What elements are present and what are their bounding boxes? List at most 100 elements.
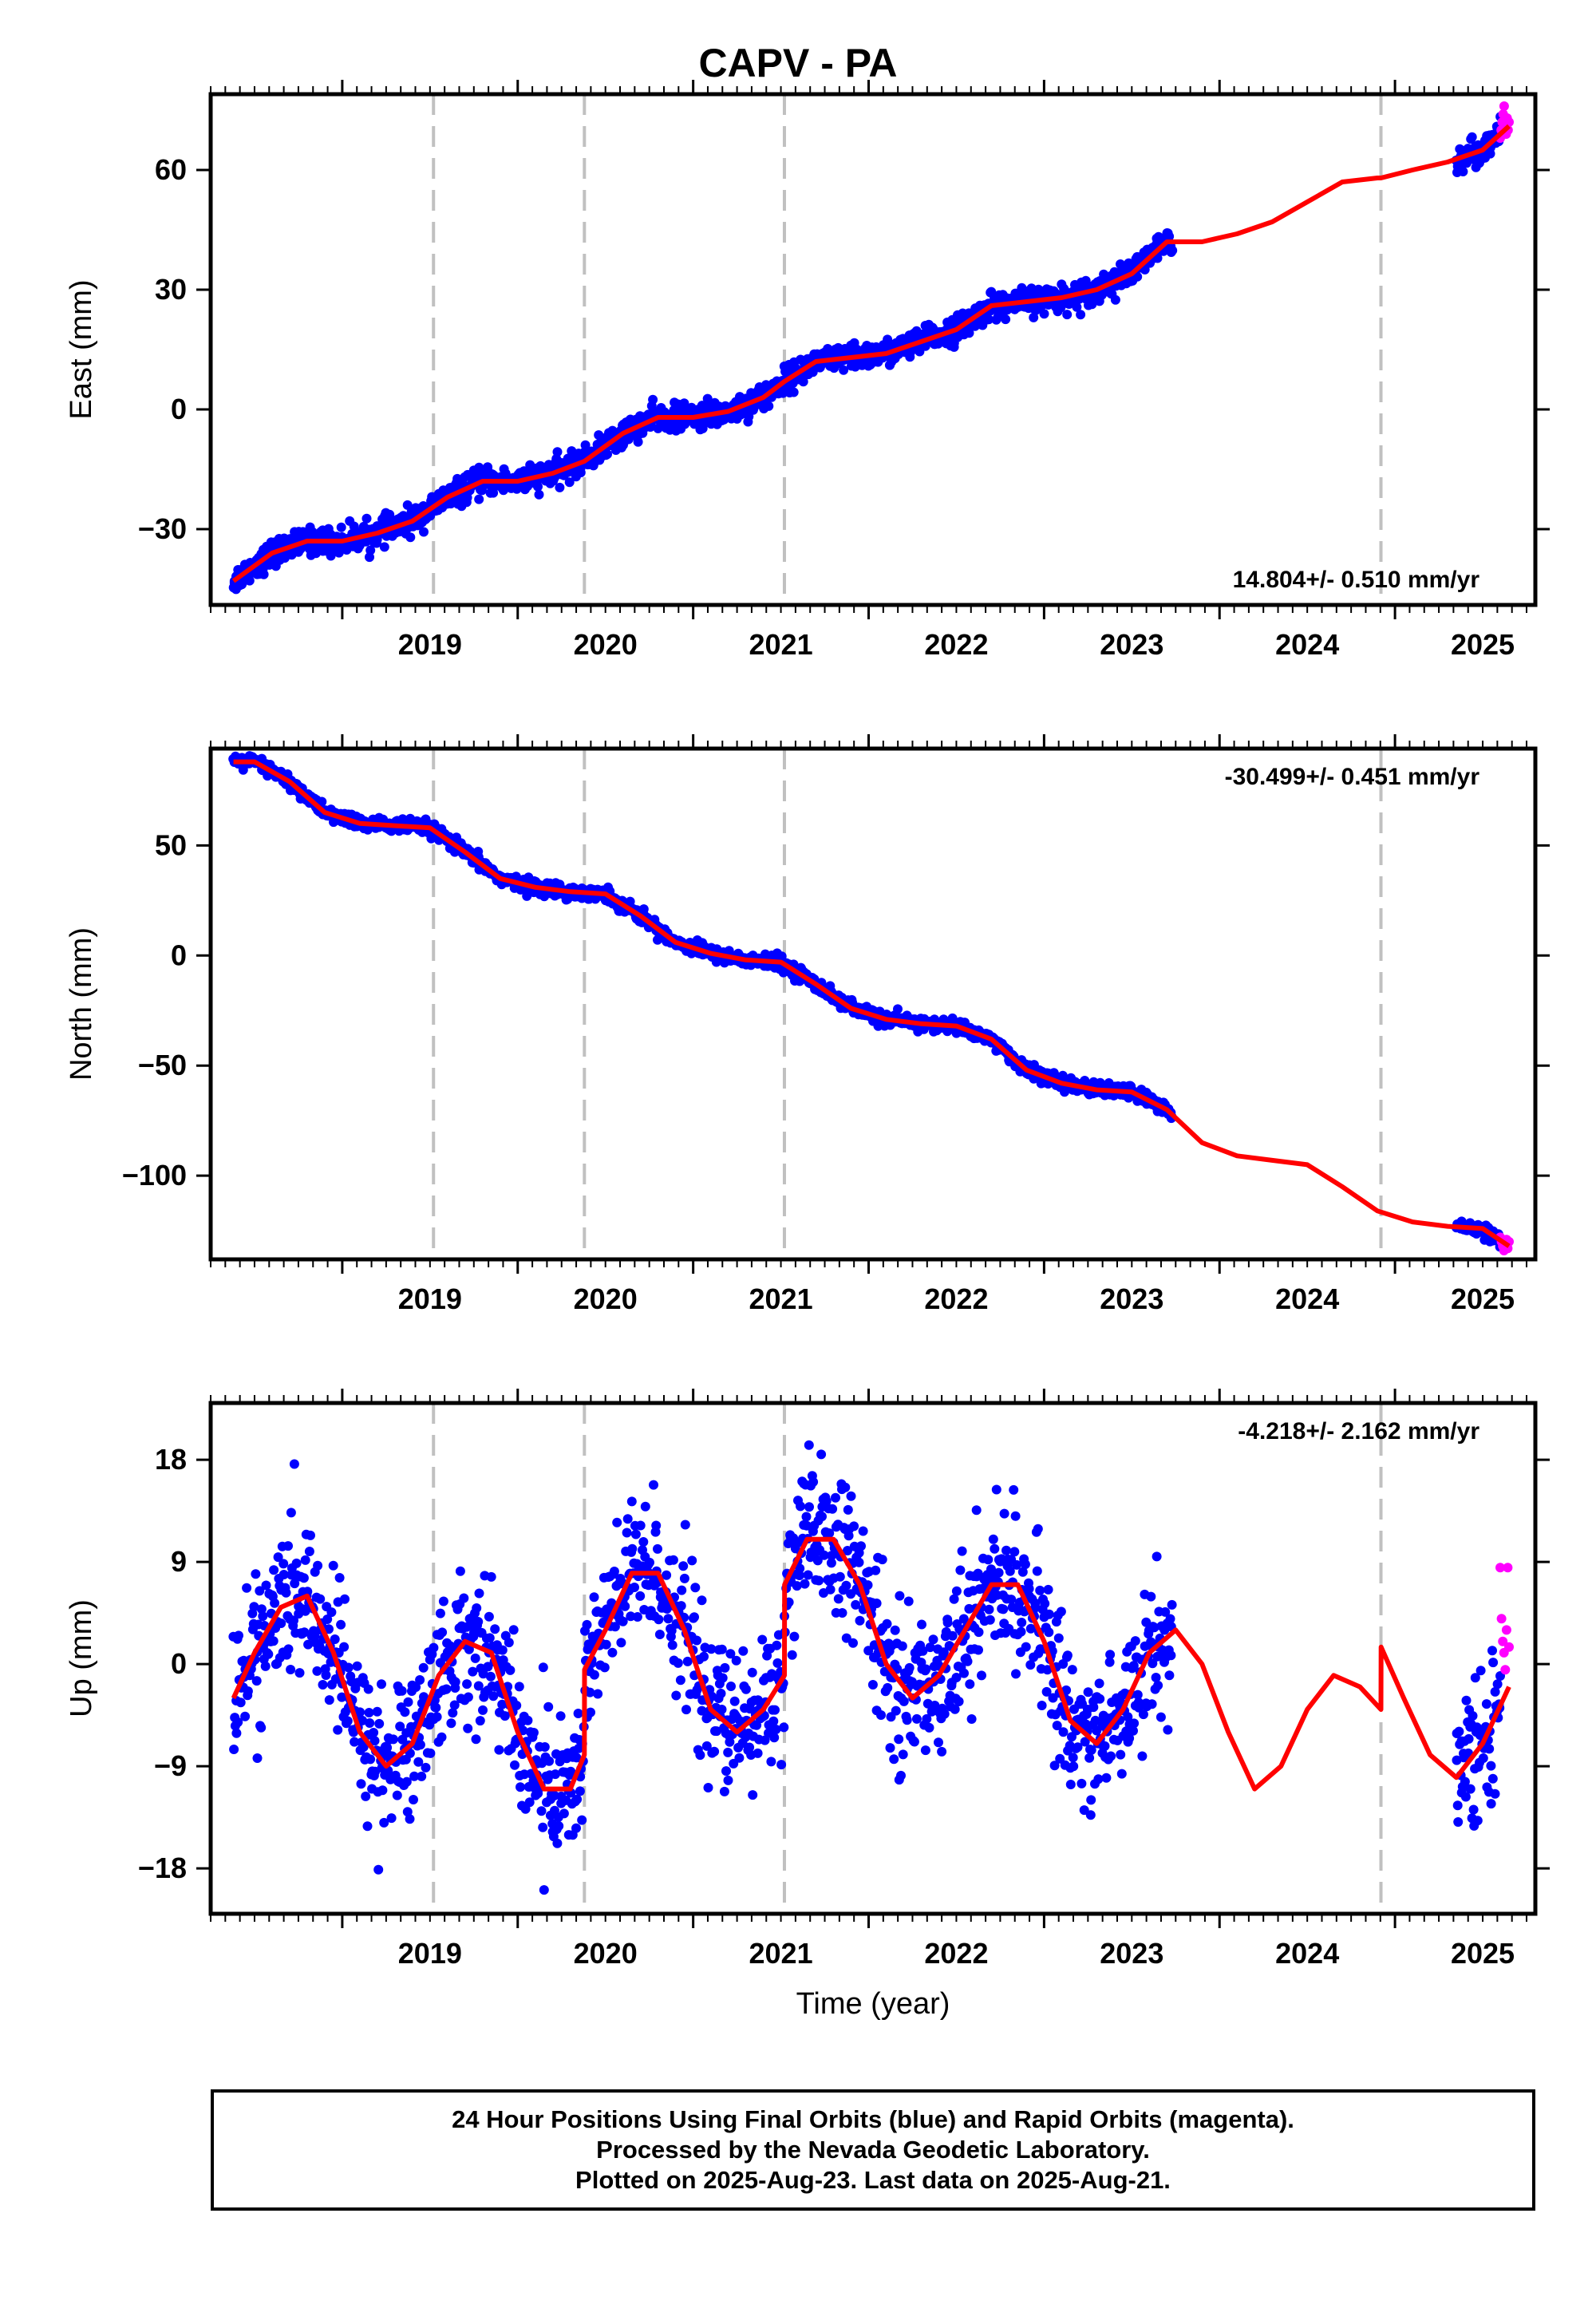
final-orbit-point <box>1001 314 1011 325</box>
final-orbit-point <box>1062 310 1073 320</box>
final-orbit-point <box>1035 1585 1045 1595</box>
final-orbit-point <box>318 1680 328 1690</box>
final-orbit-point <box>539 1885 549 1895</box>
model-fit-line <box>231 124 1511 583</box>
final-orbit-point <box>841 1580 851 1591</box>
final-orbit-point <box>431 1702 441 1713</box>
final-orbit-point <box>909 1737 919 1747</box>
final-orbit-point <box>472 1603 482 1613</box>
final-orbit-point <box>957 1546 967 1556</box>
final-orbit-point <box>400 1707 410 1717</box>
final-orbit-point <box>893 1004 903 1014</box>
final-orbit-point <box>994 1567 1004 1578</box>
x-tick-label: 2024 <box>1275 1282 1339 1315</box>
final-orbit-point <box>792 1581 802 1591</box>
final-orbit-point <box>673 1658 683 1668</box>
final-orbit-point <box>276 1618 286 1628</box>
final-orbit-point <box>463 1692 473 1702</box>
final-orbit-point <box>363 1684 373 1694</box>
final-orbit-point <box>270 1598 280 1608</box>
final-orbit-point <box>538 1822 548 1832</box>
final-orbit-point <box>339 1642 350 1652</box>
final-orbit-point <box>677 1585 687 1595</box>
final-orbit-point <box>753 1748 763 1758</box>
final-orbit-point <box>768 1716 779 1726</box>
final-orbit-point <box>315 1594 326 1604</box>
final-orbit-point <box>244 575 255 586</box>
final-orbit-point <box>441 1684 452 1694</box>
final-orbit-point <box>766 1757 776 1767</box>
final-orbit-point <box>668 1555 678 1565</box>
final-orbit-point <box>555 1711 566 1721</box>
final-orbit-point <box>255 1586 265 1596</box>
final-orbit-point <box>470 1653 480 1663</box>
final-orbit-point <box>256 1604 267 1614</box>
final-orbit-point <box>1020 1559 1030 1570</box>
final-orbit-point <box>263 1649 274 1659</box>
final-orbit-point <box>974 1627 984 1638</box>
final-orbit-point <box>571 1823 581 1833</box>
final-orbit-point <box>965 1679 975 1690</box>
final-orbit-point <box>355 1707 365 1717</box>
final-orbit-point <box>289 1459 299 1469</box>
final-orbit-point <box>413 1757 424 1767</box>
final-orbit-point <box>947 1630 958 1641</box>
final-orbit-point <box>709 1746 720 1757</box>
final-orbit-point <box>483 1662 493 1672</box>
final-orbit-point <box>1030 1603 1041 1613</box>
final-orbit-point <box>747 1667 757 1678</box>
final-orbit-point <box>473 1617 484 1626</box>
final-orbit-point <box>846 1491 856 1501</box>
final-orbit-point <box>377 1679 386 1690</box>
final-orbit-point <box>421 1762 431 1773</box>
final-orbit-point <box>984 314 994 325</box>
final-orbit-point <box>589 1592 599 1603</box>
final-orbit-point <box>356 1779 366 1789</box>
final-orbit-point <box>841 1633 851 1643</box>
final-orbit-point <box>524 1797 535 1808</box>
final-orbit-point <box>494 1745 504 1755</box>
final-orbit-point <box>455 1566 465 1576</box>
final-orbit-point <box>649 1480 658 1490</box>
final-orbit-point <box>330 1634 340 1644</box>
final-orbit-point <box>706 1644 717 1654</box>
final-orbit-point <box>401 1777 412 1787</box>
final-orbit-point <box>543 1701 554 1712</box>
final-orbit-point <box>552 447 563 457</box>
final-orbit-point <box>817 1512 827 1522</box>
final-orbit-point <box>450 1677 460 1687</box>
x-tick-label: 2023 <box>1100 1282 1163 1315</box>
rate-label: 14.804+/- 0.510 mm/yr <box>1233 567 1480 593</box>
final-orbit-point <box>572 1794 583 1804</box>
final-orbit-point <box>313 1560 323 1571</box>
final-orbit-point <box>286 1508 296 1518</box>
final-orbit-point <box>259 569 269 579</box>
final-orbit-point <box>837 1608 847 1618</box>
final-orbit-point <box>772 1658 783 1668</box>
final-orbit-point <box>299 1627 310 1638</box>
final-orbit-point <box>326 551 336 561</box>
final-orbit-point <box>324 1695 334 1705</box>
final-orbit-point <box>776 1760 787 1770</box>
final-orbit-point <box>516 1782 525 1792</box>
final-orbit-point <box>1012 1559 1021 1570</box>
final-orbit-point <box>648 394 658 405</box>
final-orbit-point <box>322 1614 333 1624</box>
final-orbit-point <box>816 1449 827 1460</box>
final-orbit-point <box>1467 132 1477 142</box>
final-orbit-point <box>716 1689 726 1698</box>
final-orbit-point <box>324 1624 334 1634</box>
final-orbit-point <box>769 1733 780 1743</box>
final-orbit-point <box>478 1669 488 1679</box>
final-orbit-point <box>607 1647 618 1658</box>
final-orbit-point <box>415 1740 425 1750</box>
final-orbit-point <box>925 1642 935 1653</box>
final-orbit-point <box>362 1821 373 1832</box>
final-orbit-point <box>808 1476 819 1487</box>
plot-frame <box>208 92 1538 607</box>
final-orbit-point <box>958 1614 969 1624</box>
final-orbit-point <box>405 1748 415 1758</box>
final-orbit-point <box>855 1615 865 1626</box>
final-orbit-point <box>896 1770 906 1780</box>
